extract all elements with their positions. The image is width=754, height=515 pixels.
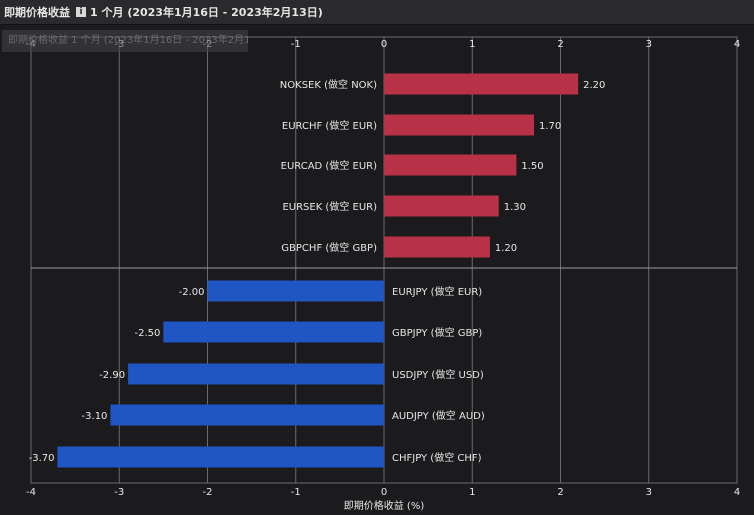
bar bbox=[163, 321, 384, 343]
x-tick-label: 3 bbox=[646, 487, 652, 498]
data-label: 1.50 bbox=[521, 161, 543, 172]
category-label: AUDJPY (做空 AUD) bbox=[392, 409, 485, 422]
category-label: NOKSEK (做空 NOK) bbox=[280, 78, 377, 91]
category-label: USDJPY (做空 USD) bbox=[392, 368, 484, 381]
bar bbox=[110, 404, 385, 426]
data-label: -2.50 bbox=[135, 328, 161, 339]
bar bbox=[384, 114, 535, 136]
x-tick-label: -3 bbox=[114, 487, 124, 498]
x-axis-label: 即期价格收益 (%) bbox=[344, 499, 425, 512]
category-label: EURCHF (做空 EUR) bbox=[282, 119, 377, 132]
x-tick-label-top: -1 bbox=[291, 39, 301, 50]
data-label: -2.00 bbox=[179, 287, 205, 298]
x-tick-label: 0 bbox=[381, 487, 387, 498]
category-label: CHFJPY (做空 CHF) bbox=[392, 451, 482, 464]
panel-header: 即期价格收益 i 1 个月 (2023年1月16日 - 2023年2月13日) bbox=[0, 0, 754, 25]
x-tick-label-top: 3 bbox=[646, 39, 652, 50]
x-tick-label: 1 bbox=[469, 487, 475, 498]
bar bbox=[128, 363, 384, 385]
data-label: -3.10 bbox=[82, 411, 108, 422]
data-label: -2.90 bbox=[99, 370, 125, 381]
data-label: 2.20 bbox=[583, 80, 605, 91]
x-tick-label: -4 bbox=[26, 487, 36, 498]
x-tick-label-top: 4 bbox=[734, 39, 740, 50]
x-tick-label: -1 bbox=[291, 487, 301, 498]
category-label: GBPCHF (做空 GBP) bbox=[281, 241, 377, 254]
panel-title: 即期价格收益 bbox=[4, 6, 70, 19]
category-label: GBPJPY (做空 GBP) bbox=[392, 326, 482, 339]
bar bbox=[207, 280, 384, 302]
hover-tooltip: 即期价格收益 1 个月 (2023年1月16日 - 2023年2月13日) bbox=[2, 30, 248, 52]
info-icon[interactable]: i bbox=[76, 7, 86, 17]
chart-labels: NOKSEK (做空 NOK) 2.20 EURCHF (做空 EUR) 1.70 EU… bbox=[29, 78, 606, 464]
data-label: -3.70 bbox=[29, 453, 55, 464]
data-label: 1.20 bbox=[495, 243, 517, 254]
bar bbox=[384, 154, 517, 176]
bar bbox=[57, 446, 384, 468]
x-tick-label-top: 2 bbox=[557, 39, 563, 50]
panel-period: 1 个月 (2023年1月16日 - 2023年2月13日) bbox=[90, 6, 323, 19]
bar bbox=[384, 236, 490, 258]
category-label: EURCAD (做空 EUR) bbox=[281, 159, 377, 172]
data-label: 1.30 bbox=[504, 202, 526, 213]
x-tick-label: 2 bbox=[557, 487, 563, 498]
x-tick-label-top: 1 bbox=[469, 39, 475, 50]
chart-bars bbox=[57, 73, 579, 468]
category-label: EURSEK (做空 EUR) bbox=[282, 200, 377, 213]
x-tick-label-top: 0 bbox=[381, 39, 387, 50]
category-label: EURJPY (做空 EUR) bbox=[392, 285, 482, 298]
bar bbox=[384, 73, 579, 95]
x-tick-label: 4 bbox=[734, 487, 740, 498]
x-tick-label: -2 bbox=[203, 487, 213, 498]
data-label: 1.70 bbox=[539, 121, 561, 132]
bar bbox=[384, 195, 499, 217]
